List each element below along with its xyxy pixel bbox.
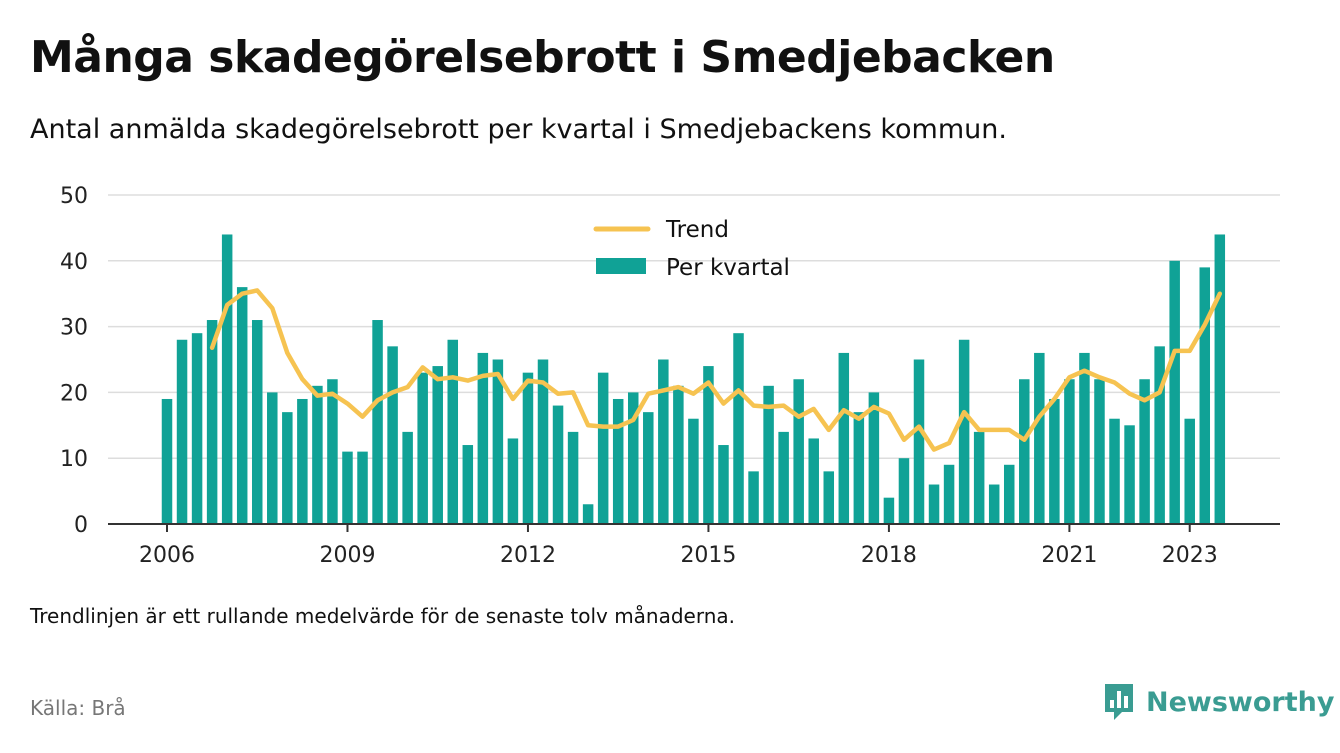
chart-subtitle: Antal anmälda skadegörelsebrott per kvar… [30, 114, 1007, 145]
bar [402, 431, 413, 524]
bar [1094, 379, 1105, 524]
bar [221, 234, 233, 524]
bar [477, 352, 489, 524]
bar [763, 385, 774, 524]
x-tick-label: 2018 [861, 543, 917, 568]
brand-logo: Newsworthy [1102, 682, 1334, 722]
x-tick-label: 2006 [139, 543, 195, 568]
bar [612, 398, 624, 524]
bar [432, 366, 443, 524]
bar [658, 359, 669, 524]
bar [1214, 234, 1226, 524]
bar [357, 451, 368, 524]
bar [1064, 379, 1075, 524]
bar [597, 372, 609, 524]
bar [673, 385, 684, 524]
bar [1003, 464, 1015, 524]
bar [507, 438, 519, 524]
x-tick-label: 2021 [1041, 543, 1097, 568]
bar [1139, 379, 1150, 524]
legend-bar-label: Per kvartal [666, 255, 790, 281]
bar [447, 339, 459, 524]
bar [958, 339, 970, 524]
trend-note: Trendlinjen är ett rullande medelvärde f… [30, 604, 736, 628]
bar [808, 438, 819, 524]
bar [1199, 267, 1211, 524]
bar [823, 471, 835, 524]
trend-line [209, 288, 1223, 452]
legend-trend-label: Trend [665, 217, 729, 243]
bar [1124, 425, 1135, 524]
bar [988, 484, 1000, 524]
bar [1034, 352, 1045, 524]
bar [236, 287, 248, 524]
x-tick-label: 2009 [319, 543, 375, 568]
y-tick-label: 40 [60, 250, 88, 275]
bar [1184, 418, 1195, 524]
bar [868, 392, 880, 524]
bar [552, 405, 564, 524]
source-label: Källa: Brå [30, 696, 126, 720]
x-tick-label: 2023 [1162, 543, 1218, 568]
bar [1019, 379, 1030, 524]
y-tick-label: 10 [60, 447, 88, 472]
bar [898, 458, 910, 524]
bar [282, 412, 293, 524]
bar [191, 333, 203, 524]
bar [1079, 352, 1090, 524]
bar [643, 412, 654, 524]
y-tick-label: 0 [74, 513, 88, 538]
bar [1154, 346, 1165, 524]
bar [928, 484, 940, 524]
bar [973, 431, 985, 524]
bar [161, 398, 173, 524]
bar [567, 431, 579, 524]
chart-title: Många skadegörelsebrott i Smedjebacken [30, 32, 1055, 83]
x-tick-label: 2012 [500, 543, 556, 568]
bar [387, 346, 398, 524]
bar [462, 445, 474, 524]
bar [688, 418, 699, 524]
legend-bar-swatch [596, 258, 646, 274]
bar [206, 320, 218, 524]
newsworthy-logo-icon [1105, 684, 1133, 720]
bar [251, 320, 263, 524]
bar [718, 445, 729, 524]
bar [312, 385, 323, 524]
bar [627, 392, 639, 524]
bar [838, 352, 850, 524]
bar [537, 359, 549, 524]
bar [1109, 418, 1120, 524]
x-tick-label: 2015 [680, 543, 736, 568]
y-tick-label: 20 [60, 381, 88, 406]
bar [297, 398, 308, 524]
chart: 0 10 20 30 40 50 2006 2009 2012 2015 2018 2021 2023 T… [60, 184, 1280, 568]
bar [793, 379, 804, 524]
bar [778, 431, 789, 524]
bar [703, 366, 714, 524]
bar [733, 333, 744, 524]
bar [417, 372, 428, 524]
y-tick-label: 30 [60, 316, 88, 341]
bar [372, 320, 383, 524]
bar [943, 464, 955, 524]
bar [853, 412, 865, 524]
bar [1169, 260, 1180, 524]
bar [176, 339, 188, 524]
bar [327, 379, 338, 524]
bar [913, 359, 925, 524]
brand-name: Newsworthy [1146, 686, 1335, 718]
y-tick-label: 50 [60, 184, 88, 209]
bar [1049, 398, 1060, 524]
bar [267, 392, 278, 524]
bar [342, 451, 353, 524]
bar [522, 372, 534, 524]
bar [582, 504, 594, 524]
bar [492, 359, 504, 524]
bar [883, 497, 895, 524]
bar [748, 471, 759, 524]
